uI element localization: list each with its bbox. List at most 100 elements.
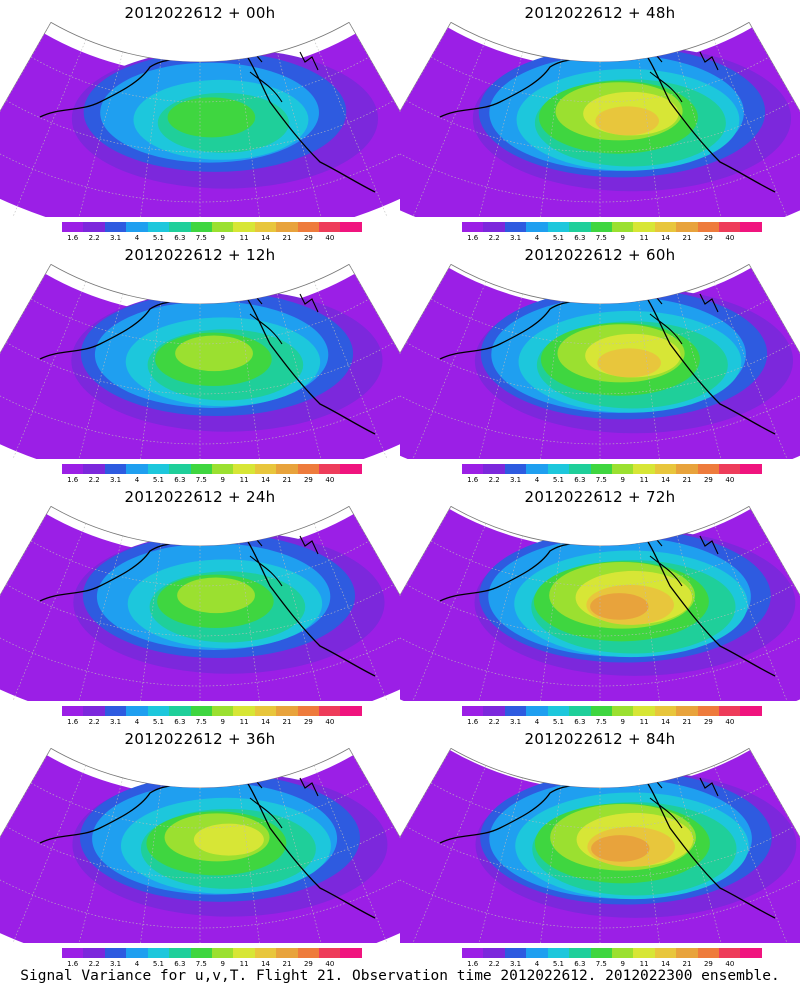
graticule-line [6, 100, 394, 153]
colorbar-swatch [169, 464, 191, 474]
colorbar-label: 2.2 [88, 476, 100, 484]
colorbar-label: 4 [534, 960, 540, 968]
colorbar-label: 9 [620, 234, 625, 242]
colorbar-label: 6.3 [174, 960, 186, 968]
colorbar-swatch [190, 706, 212, 716]
colorbar-swatch [633, 222, 655, 232]
colorbar-swatch [526, 948, 548, 958]
graticule-line [406, 342, 794, 395]
colorbar-swatch [233, 706, 255, 716]
colorbar-label: 11 [239, 960, 249, 968]
colorbar-label: 40 [725, 960, 735, 968]
colorbar-swatch [83, 222, 105, 232]
colorbar-swatch [297, 948, 320, 958]
colorbar-swatch [297, 222, 320, 232]
colorbar: 1.6 2.2 3.1 4 5.1 6.3 7.5 9 11 14 21 29 40 [462, 222, 762, 246]
colorbar-swatch [654, 948, 677, 958]
colorbar-label: 3.1 [109, 234, 122, 242]
variance-map [0, 264, 400, 459]
panel-title: 2012022612 + 36h [124, 730, 276, 748]
colorbar-label: 14 [261, 476, 271, 484]
colorbar-label: 14 [661, 476, 671, 484]
colorbar-swatch [483, 948, 505, 958]
colorbar-swatch [676, 222, 698, 232]
graticule-line [6, 342, 394, 395]
colorbar-swatch [547, 948, 570, 958]
colorbar-label: 40 [725, 718, 735, 726]
panel-title: 2012022612 + 84h [524, 730, 676, 748]
colorbar-swatch [211, 222, 234, 232]
colorbar-swatch [526, 222, 548, 232]
variance-map [400, 264, 800, 459]
colorbar-swatch [569, 706, 591, 716]
colorbar-label: 14 [261, 960, 271, 968]
colorbar: 1.6 2.2 3.1 4 5.1 6.3 7.5 9 11 14 21 29 40 [62, 706, 362, 730]
colorbar-label: 1.6 [467, 234, 479, 242]
colorbar-label: 9 [220, 476, 225, 484]
colorbar-label: 29 [303, 960, 313, 968]
colorbar-swatch [83, 706, 105, 716]
colorbar-swatch [297, 706, 320, 716]
colorbar-label: 1.6 [67, 718, 79, 726]
colorbar-label: 3.1 [509, 718, 522, 726]
colorbar-label: 21 [682, 234, 692, 242]
colorbar-swatch [740, 706, 762, 716]
colorbar-label: 5.1 [152, 718, 164, 726]
colorbar-swatch [740, 222, 762, 232]
colorbar-label: 11 [639, 476, 649, 484]
colorbar-swatch [276, 222, 298, 232]
panel-title: 2012022612 + 24h [124, 488, 276, 506]
graticule-line [0, 143, 400, 203]
colorbar-label: 11 [239, 234, 249, 242]
colorbar-label: 5.1 [152, 476, 164, 484]
colorbar-label: 21 [282, 960, 292, 968]
map-panel: 2012022612 + 36h 1.6 2.2 3.1 4 5.1 6.3 7.5 9 11 14… [0, 726, 400, 971]
colorbar-swatch [633, 464, 655, 474]
colorbar-swatch [254, 948, 277, 958]
colorbar-label: 6.3 [574, 718, 586, 726]
colorbar-swatch [126, 948, 148, 958]
colorbar-label: 7.5 [195, 234, 207, 242]
colorbar-label: 2.2 [488, 476, 500, 484]
variance-contour [591, 835, 650, 862]
colorbar-label: 2.2 [488, 718, 500, 726]
colorbar-swatch [504, 222, 527, 232]
colorbar-swatch [190, 948, 212, 958]
colorbar-swatch [697, 706, 720, 716]
variance-map [400, 748, 800, 943]
colorbar-label: 3.1 [509, 476, 522, 484]
colorbar-swatch [654, 222, 677, 232]
colorbar-label: 40 [325, 476, 335, 484]
colorbar-label: 14 [261, 718, 271, 726]
colorbar-swatch [147, 222, 170, 232]
colorbar-label: 3.1 [109, 960, 122, 968]
graticule-line [30, 782, 370, 829]
map-panel: 2012022612 + 48h 1.6 2.2 3.1 4 5.1 6.3 7.5 9 11 14… [400, 0, 800, 245]
colorbar-label: 21 [282, 476, 292, 484]
graticule-line [400, 869, 800, 929]
colorbar-label: 1.6 [467, 960, 479, 968]
colorbar-label: 5.1 [552, 960, 564, 968]
variance-contour [193, 823, 264, 856]
colorbar-swatch [211, 464, 234, 474]
variance-contour [177, 577, 255, 614]
colorbar-label: 7.5 [595, 960, 607, 968]
map-panel: 2012022612 + 72h 1.6 2.2 3.1 4 5.1 6.3 7.5 9 11 14… [400, 484, 800, 729]
colorbar-label: 6.3 [574, 476, 586, 484]
colorbar-label: 4 [134, 960, 140, 968]
colorbar-swatch [340, 706, 362, 716]
colorbar-swatch [83, 464, 105, 474]
colorbar-swatch [654, 464, 677, 474]
colorbar-swatch [147, 464, 170, 474]
colorbar-label: 6.3 [574, 960, 586, 968]
colorbar-label: 21 [282, 718, 292, 726]
colorbar-swatch [319, 222, 341, 232]
colorbar-swatch [276, 706, 298, 716]
map-panel: 2012022612 + 60h 1.6 2.2 3.1 4 5.1 6.3 7.5 9 11 14… [400, 242, 800, 487]
graticule-line [0, 869, 400, 929]
graticule-line [430, 782, 770, 829]
colorbar-label: 1.6 [467, 476, 479, 484]
colorbar-swatch [104, 706, 127, 716]
graticule-line [400, 627, 800, 687]
colorbar-swatch [676, 706, 698, 716]
